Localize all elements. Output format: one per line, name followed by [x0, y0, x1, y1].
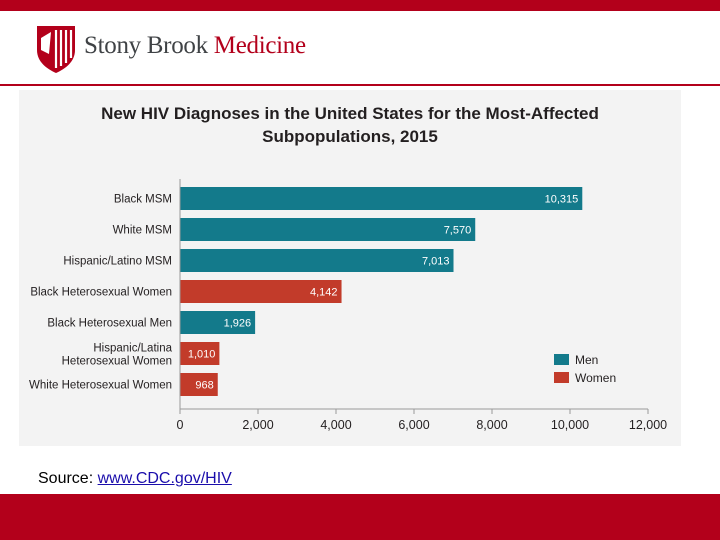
x-tick-label: 0 [177, 418, 184, 432]
brand-name: Stony Brook Medicine [84, 32, 306, 60]
chart-title-line2: Subpopulations, 2015 [262, 127, 438, 146]
bar-chart: 10,315 Black MSM 7,570 White MSM 7,013 Hispan… [29, 179, 667, 432]
bottom-accent-bar [0, 494, 720, 540]
bar-5 [180, 311, 256, 334]
bar-6 [180, 342, 220, 365]
source-citation: Source: www.CDC.gov/HIV [38, 470, 232, 488]
category-label: White Heterosexual Women [29, 380, 172, 392]
x-tick-label: 12,000 [629, 418, 667, 432]
brand-name-part1: Stony Brook [84, 32, 208, 59]
category-label: Heterosexual Women [62, 356, 172, 368]
bar-2 [180, 218, 476, 241]
category-label: Hispanic/Latina [93, 343, 172, 355]
x-tick-label: 2,000 [242, 418, 273, 432]
source-label: Source: [38, 470, 94, 487]
legend-label-men: Men [575, 353, 598, 367]
bar-7 [180, 373, 218, 396]
bar-value-label: 10,315 [545, 194, 579, 206]
category-label: Black Heterosexual Women [30, 287, 172, 299]
bar-value-label: 4,142 [310, 287, 338, 299]
category-label: Black Heterosexual Men [47, 318, 172, 330]
category-label: White MSM [113, 225, 172, 237]
bar-value-label: 1,926 [224, 318, 252, 330]
bar-value-label: 7,013 [422, 256, 450, 268]
legend-label-women: Women [575, 371, 616, 385]
source-link[interactable]: www.CDC.gov/HIV [97, 470, 232, 487]
category-label: Black MSM [114, 194, 172, 206]
bar-4 [180, 280, 342, 303]
bar-value-label: 1,010 [188, 349, 216, 361]
x-tick-label: 6,000 [398, 418, 429, 432]
top-accent-bar [0, 0, 720, 11]
chart-panel: New HIV Diagnoses in the United States f… [19, 90, 681, 446]
bar-1 [180, 187, 583, 210]
x-tick-label: 10,000 [551, 418, 589, 432]
x-tick-label: 8,000 [476, 418, 507, 432]
bar-3 [180, 249, 454, 272]
chart-title-line1: New HIV Diagnoses in the United States f… [101, 104, 599, 123]
legend-swatch-women [554, 372, 569, 383]
shield-logo-icon [35, 24, 77, 79]
category-label: Hispanic/Latino MSM [63, 256, 172, 268]
bar-value-label: 7,570 [444, 225, 472, 237]
legend-swatch-men [554, 354, 569, 365]
brand-name-part2: Medicine [213, 32, 306, 59]
bar-value-label: 968 [195, 380, 213, 392]
header-divider [0, 84, 720, 86]
chart-title: New HIV Diagnoses in the United States f… [19, 102, 681, 148]
x-tick-label: 4,000 [320, 418, 351, 432]
